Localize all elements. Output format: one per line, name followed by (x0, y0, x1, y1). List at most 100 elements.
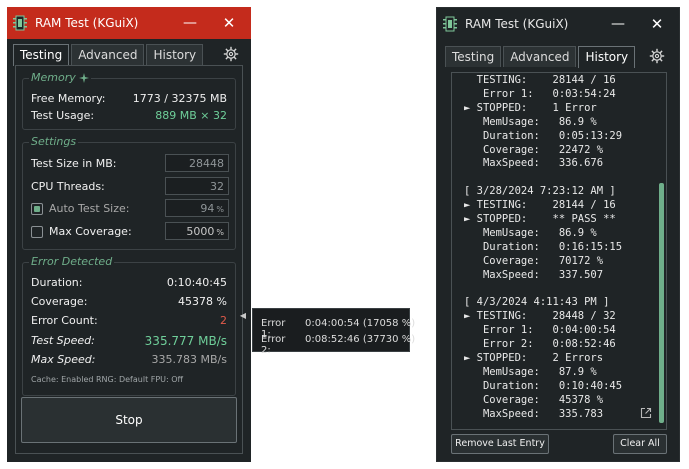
close-icon[interactable]: ✕ (222, 14, 236, 32)
window-title: RAM Test (KGuiX) (465, 17, 569, 31)
error-count-row[interactable]: Error Count: 2 (31, 314, 227, 330)
error-count-label: Error Count: (31, 314, 98, 327)
history-log[interactable]: TESTING: 28144 / 16 Error 1: 0:03:54:24 ►… (451, 72, 667, 430)
history-line: Coverage: 45378 % (464, 393, 604, 406)
history-line: TESTING: 28144 / 16 (464, 74, 616, 86)
history-line: [ 3/28/2024 7:23:12 AM ] (464, 185, 616, 198)
settings-group: Settings Test Size in MB: 28448 CPU Thre… (22, 135, 236, 250)
history-line: MaxSpeed: 337.507 (464, 268, 604, 281)
popup-error-2-label: Error 2: (261, 334, 286, 356)
auto-test-size-row: Auto Test Size: (31, 202, 227, 218)
status-group: Error Detected Duration: 0:10:40:45 Cove… (22, 255, 236, 396)
history-line: MemUsage: 87.9 % (464, 365, 597, 378)
duration-label: Duration: (31, 276, 83, 289)
free-memory-label: Free Memory: (31, 92, 106, 105)
auto-test-size-label: Auto Test Size: (49, 202, 130, 215)
coverage-row: Coverage: 45378 % (31, 295, 227, 311)
max-speed-row: Max Speed: 335.783 MB/s (31, 353, 227, 369)
history-line: ► STOPPED: 2 Errors (464, 352, 604, 364)
history-line: Duration: 0:10:40:45 (464, 379, 623, 392)
history-line: MaxSpeed: 336.676 (464, 157, 604, 170)
max-speed-value: 335.783 MB/s (151, 353, 227, 366)
title-bar[interactable]: RAM Test (KGuiX) — ✕ (437, 8, 679, 40)
app-icon (13, 15, 27, 31)
remove-last-entry-button[interactable]: Remove Last Entry (451, 434, 549, 454)
close-icon[interactable]: ✕ (650, 15, 664, 33)
auto-test-size-input[interactable]: 94% (165, 199, 229, 217)
tab-bar: Testing Advanced History (13, 44, 205, 66)
tab-history[interactable]: History (578, 46, 636, 68)
error-count-value: 2 (220, 314, 227, 327)
history-line: ► TESTING: 28144 / 16 (464, 199, 616, 212)
history-line: MemUsage: 86.9 % (464, 226, 597, 239)
auto-test-size-checkbox[interactable] (31, 203, 43, 215)
test-speed-row: Test Speed: 335.777 MB/s (31, 334, 227, 350)
status-group-title: Error Detected (29, 255, 115, 268)
window-title: RAM Test (KGuiX) (35, 16, 139, 30)
test-speed-label: Test Speed: (31, 334, 95, 347)
collapse-arrow-icon[interactable]: ◀ (239, 311, 247, 320)
testing-panel: Memory Free Memory: 1773 / 32375 MB Test… (15, 65, 243, 454)
max-coverage-row: Max Coverage: (31, 225, 227, 241)
tab-bar: Testing Advanced History (445, 46, 637, 68)
memory-group: Memory Free Memory: 1773 / 32375 MB Test… (22, 71, 236, 130)
minimize-icon[interactable]: — (611, 16, 625, 32)
test-usage-value: 889 MB × 32 (155, 109, 227, 122)
history-line: ► STOPPED: ** PASS ** (464, 213, 616, 225)
app-icon (443, 16, 457, 32)
history-window: RAM Test (KGuiX) — ✕ Testing Advanced Hi… (436, 7, 680, 462)
max-coverage-input[interactable]: 5000% (165, 222, 229, 240)
free-memory-row: Free Memory: 1773 / 32375 MB (31, 92, 227, 108)
duration-row: Duration: 0:10:40:45 (31, 276, 227, 292)
sparkle-icon[interactable] (79, 73, 90, 83)
engine-info-text: Cache: Enabled RNG: Default FPU: Off (31, 375, 184, 384)
cpu-threads-input[interactable]: 32 (165, 177, 229, 195)
history-line: Coverage: 70172 % (464, 254, 604, 267)
test-speed-value: 335.777 MB/s (144, 334, 227, 348)
cpu-threads-label: CPU Threads: (31, 180, 105, 193)
test-size-input[interactable]: 28448 (165, 154, 229, 172)
clear-all-button[interactable]: Clear All (613, 434, 667, 454)
gear-icon[interactable] (223, 46, 239, 62)
history-line: [ 4/3/2024 4:11:43 PM ] (464, 296, 610, 309)
max-speed-label: Max Speed: (31, 353, 96, 366)
history-line: Error 1: 0:03:54:24 (464, 87, 616, 100)
popup-error-1-value: 0:04:00:54 (17058 %) (305, 318, 416, 329)
history-line: Duration: 0:16:15:15 (464, 240, 623, 253)
history-line: MaxSpeed: 335.783 (464, 407, 604, 420)
popup-error-1-label: Error 1: (261, 318, 286, 340)
title-bar[interactable]: RAM Test (KGuiX) — ✕ (7, 7, 251, 39)
test-size-label: Test Size in MB: (31, 157, 117, 170)
tab-testing[interactable]: Testing (445, 46, 502, 67)
free-memory-value: 1773 / 32375 MB (132, 92, 227, 105)
coverage-label: Coverage: (31, 295, 88, 308)
tab-advanced[interactable]: Advanced (71, 44, 145, 65)
history-line: MemUsage: 86.9 % (464, 115, 597, 128)
test-usage-label: Test Usage: (31, 109, 95, 122)
settings-group-title: Settings (29, 135, 79, 148)
tab-history[interactable]: History (146, 44, 204, 65)
tab-testing[interactable]: Testing (13, 44, 70, 66)
max-coverage-checkbox[interactable] (31, 226, 43, 238)
test-size-row: Test Size in MB: (31, 157, 227, 173)
cpu-threads-row: CPU Threads: (31, 180, 227, 196)
history-line: Coverage: 22472 % (464, 143, 604, 156)
minimize-icon[interactable]: — (183, 15, 197, 31)
testing-window: RAM Test (KGuiX) — ✕ Testing Advanced Hi… (7, 7, 251, 462)
tab-advanced[interactable]: Advanced (503, 46, 577, 67)
external-link-icon[interactable] (640, 407, 652, 419)
popup-error-2-value: 0:08:52:46 (37730 %) (305, 334, 416, 345)
stop-button[interactable]: Stop (21, 397, 237, 443)
gear-icon[interactable] (649, 48, 665, 64)
history-line: Duration: 0:05:13:29 (464, 129, 623, 142)
duration-value: 0:10:40:45 (166, 276, 227, 289)
history-line: ► TESTING: 28448 / 32 (464, 310, 616, 323)
max-coverage-label: Max Coverage: (49, 225, 132, 238)
history-scrollbar[interactable] (659, 183, 664, 423)
memory-group-title: Memory (29, 71, 92, 84)
error-details-popup: Error 1: 0:04:00:54 (17058 %) Error 2: 0… (252, 308, 415, 356)
test-usage-row: Test Usage: 889 MB × 32 (31, 109, 227, 125)
history-line: ► STOPPED: 1 Error (464, 101, 597, 114)
coverage-value: 45378 % (178, 295, 227, 308)
history-line: Error 2: 0:08:52:46 (464, 338, 616, 351)
